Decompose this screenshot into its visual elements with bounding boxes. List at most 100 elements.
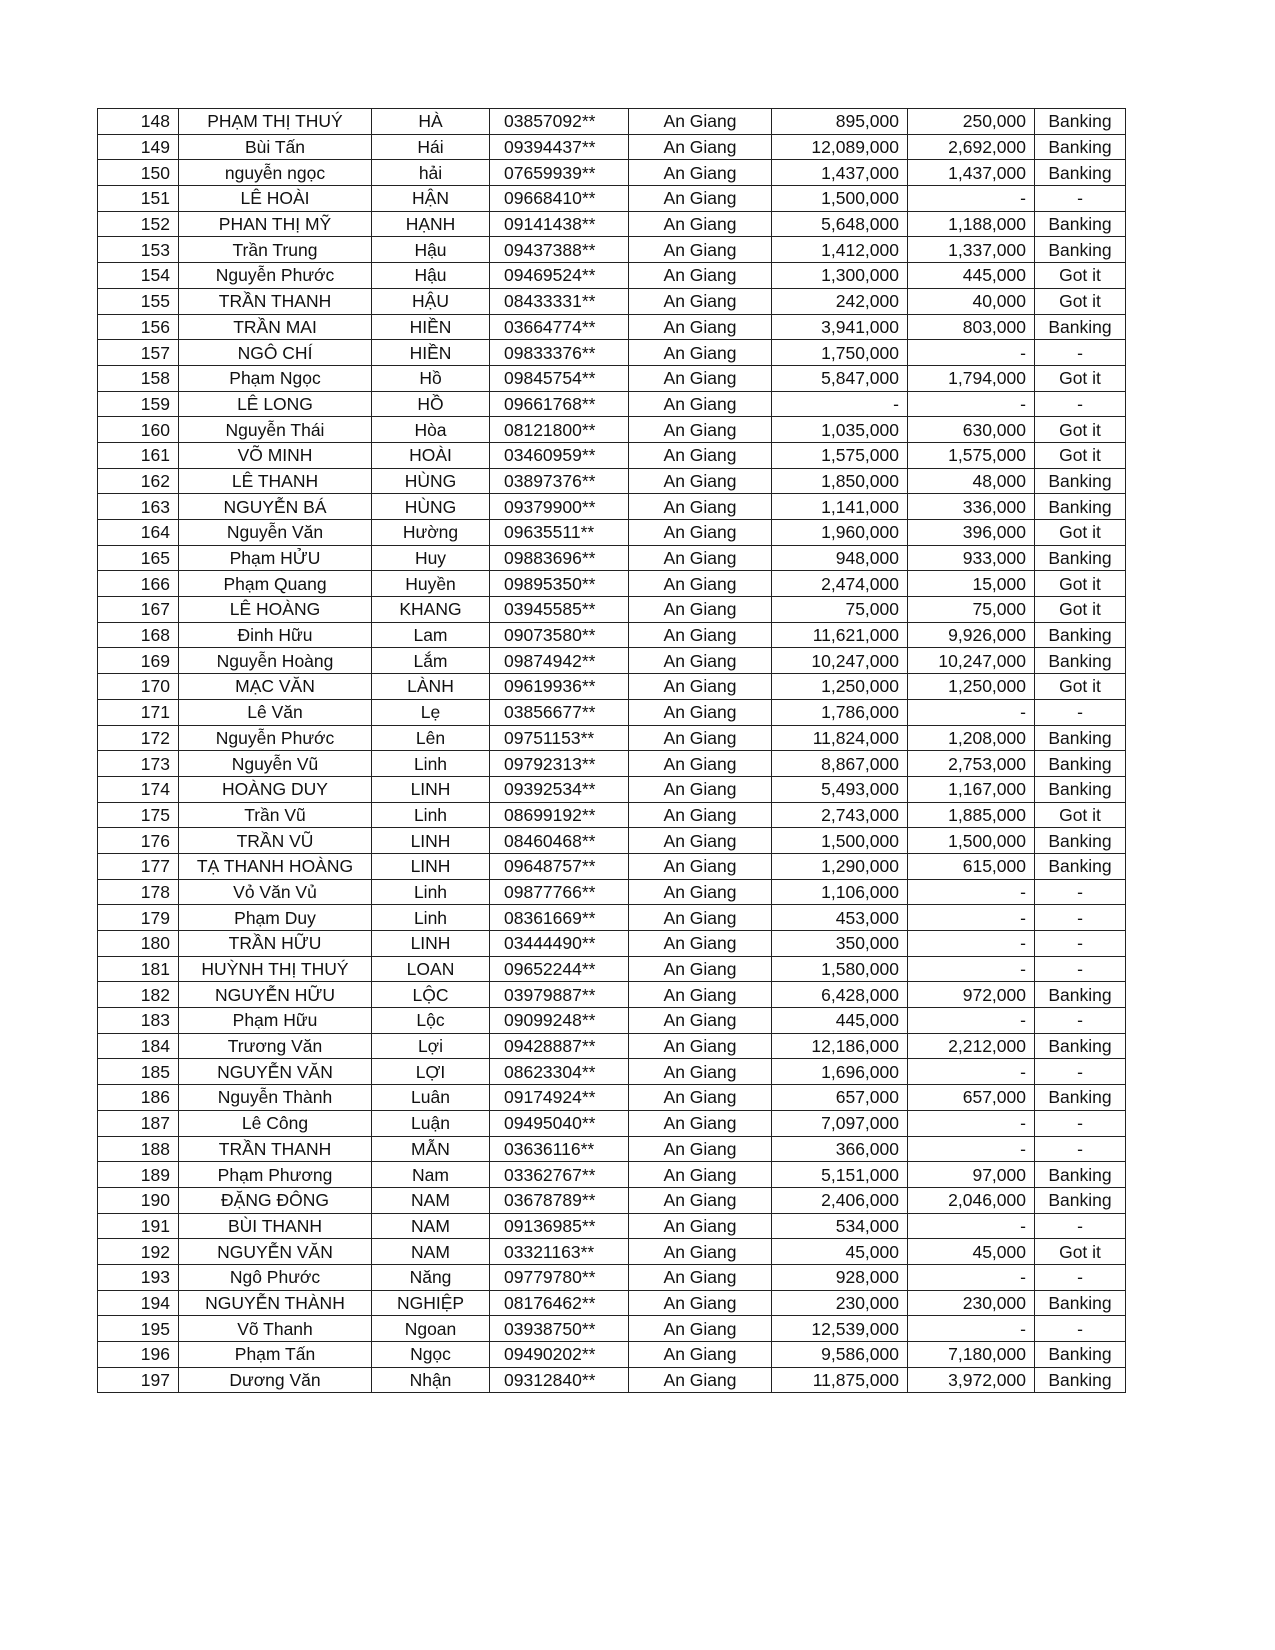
amount-paid-cell: 40,000 bbox=[907, 287, 1035, 315]
amount-paid-cell: 1,167,000 bbox=[907, 775, 1035, 803]
amount-total-cell: 5,847,000 bbox=[771, 364, 908, 392]
province-cell: An Giang bbox=[628, 1186, 772, 1214]
row-number-cell: 180 bbox=[97, 930, 179, 957]
province-cell: An Giang bbox=[628, 108, 772, 135]
amount-paid-cell: 250,000 bbox=[907, 108, 1035, 135]
given-name-cell: Huy bbox=[371, 544, 490, 572]
payment-method-cell: - bbox=[1034, 1212, 1126, 1240]
province-cell: An Giang bbox=[628, 1238, 772, 1265]
province-cell: An Giang bbox=[628, 544, 772, 572]
amount-total-cell: 5,493,000 bbox=[771, 775, 908, 803]
payment-method-cell: Got it bbox=[1034, 287, 1126, 315]
surname-middle-name-cell: Nguyễn Thái bbox=[178, 416, 372, 443]
table-row: 190 ĐẶNG ĐÔNG NAM 03678789** An Giang 2,406,0… bbox=[97, 1186, 1126, 1214]
payment-method-cell: Got it bbox=[1034, 596, 1126, 623]
payment-method-cell: - bbox=[1034, 1109, 1126, 1137]
surname-middle-name-cell: PHAN THỊ MỸ bbox=[178, 210, 372, 238]
table-row: 182 NGUYỄN HỮU LỘC 03979887** An Giang 6,428,… bbox=[97, 981, 1126, 1009]
table-row: 163 NGUYỄN BÁ HÙNG 09379900** An Giang 1,141,… bbox=[97, 493, 1126, 520]
province-cell: An Giang bbox=[628, 1289, 772, 1317]
province-cell: An Giang bbox=[628, 621, 772, 649]
amount-paid-cell: - bbox=[907, 1058, 1035, 1086]
row-number-cell: 184 bbox=[97, 1032, 179, 1060]
payment-method-cell: Banking bbox=[1034, 159, 1126, 187]
row-number-cell: 176 bbox=[97, 827, 179, 854]
amount-paid-cell: 2,753,000 bbox=[907, 750, 1035, 777]
amount-total-cell: 948,000 bbox=[771, 544, 908, 572]
amount-total-cell: 11,875,000 bbox=[771, 1366, 908, 1394]
payment-method-cell: - bbox=[1034, 955, 1126, 983]
phone-number-cell: 09792313** bbox=[489, 750, 629, 777]
phone-number-cell: 09379900** bbox=[489, 493, 629, 520]
province-cell: An Giang bbox=[628, 1007, 772, 1034]
province-cell: An Giang bbox=[628, 1366, 772, 1394]
amount-total-cell: 366,000 bbox=[771, 1135, 908, 1163]
table-row: 151 LÊ HOÀI HẬN 09668410** An Giang 1,500,000… bbox=[97, 185, 1126, 212]
phone-number-cell: 09312840** bbox=[489, 1366, 629, 1394]
amount-paid-cell: 2,692,000 bbox=[907, 133, 1035, 161]
row-number-cell: 159 bbox=[97, 390, 179, 418]
table-row: 172 Nguyễn Phước Lên 09751153** An Giang 11,8… bbox=[97, 724, 1126, 752]
surname-middle-name-cell: NGUYỄN BÁ bbox=[178, 493, 372, 520]
surname-middle-name-cell: Trương Văn bbox=[178, 1032, 372, 1060]
phone-number-cell: 08623304** bbox=[489, 1058, 629, 1086]
surname-middle-name-cell: Nguyễn Thành bbox=[178, 1084, 372, 1111]
payment-method-cell: Banking bbox=[1034, 493, 1126, 520]
row-number-cell: 175 bbox=[97, 801, 179, 829]
table-row: 189 Phạm Phương Nam 03362767** An Giang 5,151… bbox=[97, 1161, 1126, 1188]
province-cell: An Giang bbox=[628, 1263, 772, 1291]
phone-number-cell: 03321163** bbox=[489, 1238, 629, 1265]
amount-paid-cell: 7,180,000 bbox=[907, 1341, 1035, 1368]
table-row: 155 TRẦN THANH HẬU 08433331** An Giang 242,00… bbox=[97, 287, 1126, 315]
phone-number-cell: 03979887** bbox=[489, 981, 629, 1009]
phone-number-cell: 03444490** bbox=[489, 930, 629, 957]
phone-number-cell: 09428887** bbox=[489, 1032, 629, 1060]
given-name-cell: Hậu bbox=[371, 262, 490, 289]
given-name-cell: Lam bbox=[371, 621, 490, 649]
row-number-cell: 177 bbox=[97, 852, 179, 880]
row-number-cell: 163 bbox=[97, 493, 179, 520]
row-number-cell: 181 bbox=[97, 955, 179, 983]
table-body: 148 PHẠM THỊ THUÝ HÀ 03857092** An Giang 895,… bbox=[97, 108, 1126, 1394]
phone-number-cell: 09490202** bbox=[489, 1341, 629, 1368]
surname-middle-name-cell: BÙI THANH bbox=[178, 1212, 372, 1240]
payment-method-cell: Got it bbox=[1034, 519, 1126, 546]
amount-paid-cell: 1,188,000 bbox=[907, 210, 1035, 238]
amount-total-cell: 12,089,000 bbox=[771, 133, 908, 161]
province-cell: An Giang bbox=[628, 955, 772, 983]
amount-total-cell: 12,539,000 bbox=[771, 1315, 908, 1342]
surname-middle-name-cell: Trần Trung bbox=[178, 236, 372, 264]
amount-paid-cell: 657,000 bbox=[907, 1084, 1035, 1111]
payment-method-cell: - bbox=[1034, 390, 1126, 418]
table-row: 160 Nguyễn Thái Hòa 08121800** An Giang 1,035… bbox=[97, 416, 1126, 443]
amount-total-cell: 1,412,000 bbox=[771, 236, 908, 264]
phone-number-cell: 09668410** bbox=[489, 185, 629, 212]
phone-number-cell: 03857092** bbox=[489, 108, 629, 135]
province-cell: An Giang bbox=[628, 133, 772, 161]
payment-method-cell: Banking bbox=[1034, 133, 1126, 161]
table-row: 150 nguyễn ngọc hải 07659939** An Giang 1,437… bbox=[97, 159, 1126, 187]
amount-paid-cell: 630,000 bbox=[907, 416, 1035, 443]
surname-middle-name-cell: Ngô Phước bbox=[178, 1263, 372, 1291]
given-name-cell: Luận bbox=[371, 1109, 490, 1137]
table-row: 186 Nguyễn Thành Luân 09174924** An Giang 657… bbox=[97, 1084, 1126, 1111]
amount-total-cell: 928,000 bbox=[771, 1263, 908, 1291]
row-number-cell: 155 bbox=[97, 287, 179, 315]
amount-total-cell: 2,743,000 bbox=[771, 801, 908, 829]
given-name-cell: MẪN bbox=[371, 1135, 490, 1163]
province-cell: An Giang bbox=[628, 1315, 772, 1342]
amount-paid-cell: - bbox=[907, 339, 1035, 366]
amount-total-cell: 5,648,000 bbox=[771, 210, 908, 238]
row-number-cell: 189 bbox=[97, 1161, 179, 1188]
row-number-cell: 174 bbox=[97, 775, 179, 803]
province-cell: An Giang bbox=[628, 1212, 772, 1240]
row-number-cell: 193 bbox=[97, 1263, 179, 1291]
row-number-cell: 171 bbox=[97, 698, 179, 726]
surname-middle-name-cell: nguyễn ngọc bbox=[178, 159, 372, 187]
row-number-cell: 170 bbox=[97, 673, 179, 700]
amount-total-cell: 1,106,000 bbox=[771, 878, 908, 906]
payment-method-cell: Banking bbox=[1034, 210, 1126, 238]
table-row: 156 TRẦN MAI HIỀN 03664774** An Giang 3,941,0… bbox=[97, 313, 1126, 341]
amount-paid-cell: - bbox=[907, 698, 1035, 726]
table-row: 165 Phạm HỬU Huy 09883696** An Giang 948,000 9… bbox=[97, 544, 1126, 572]
